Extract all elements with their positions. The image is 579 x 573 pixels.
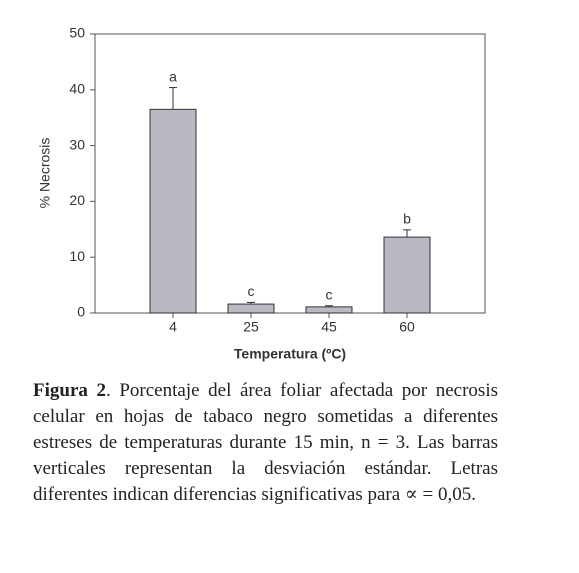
x-tick-label: 60 — [399, 319, 415, 335]
x-tick-label: 4 — [169, 319, 177, 335]
x-tick-label: 45 — [321, 319, 337, 335]
significance-letter: c — [248, 283, 255, 299]
significance-letter: a — [169, 68, 177, 84]
significance-letter: c — [326, 286, 333, 302]
bar — [305, 306, 353, 314]
bar — [149, 108, 197, 314]
x-axis-title: Temperatura (ºC) — [234, 346, 346, 362]
bar — [227, 303, 275, 314]
plot-frame — [94, 33, 486, 314]
y-tick-label: 10 — [69, 248, 85, 264]
x-tick-label: 25 — [243, 319, 259, 335]
y-tick-label: 20 — [69, 192, 85, 208]
y-tick-label: 0 — [77, 304, 85, 320]
y-tick-label: 30 — [69, 136, 85, 152]
chart: % Necrosis Temperatura (ºC) 0 10 20 30 40 50 4… — [37, 25, 486, 362]
y-tick-label: 50 — [69, 25, 85, 41]
caption-text: . Porcentaje del área foliar afectada po… — [33, 380, 499, 505]
caption: Figura 2. Porcentaje del área foliar afe… — [33, 378, 498, 508]
y-axis-title: % Necrosis — [37, 138, 53, 209]
y-tick-label: 40 — [69, 81, 85, 97]
caption-label: Figura 2 — [33, 380, 106, 401]
significance-letter: b — [403, 211, 411, 227]
bar — [383, 236, 431, 314]
